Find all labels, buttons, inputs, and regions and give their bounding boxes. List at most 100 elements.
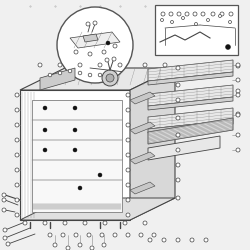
Circle shape <box>162 238 166 242</box>
Circle shape <box>66 246 70 250</box>
Circle shape <box>112 57 116 61</box>
Circle shape <box>102 243 106 247</box>
Circle shape <box>226 44 230 50</box>
Polygon shape <box>40 68 75 90</box>
Circle shape <box>152 233 156 237</box>
Circle shape <box>57 7 133 83</box>
Circle shape <box>126 168 130 172</box>
Circle shape <box>126 123 130 127</box>
Circle shape <box>90 246 94 250</box>
Circle shape <box>148 238 152 242</box>
Circle shape <box>139 233 143 237</box>
Circle shape <box>236 78 240 82</box>
Polygon shape <box>130 122 155 134</box>
Polygon shape <box>148 97 233 110</box>
Circle shape <box>163 63 167 67</box>
Polygon shape <box>148 120 233 133</box>
Circle shape <box>236 64 240 68</box>
Circle shape <box>15 168 19 172</box>
Circle shape <box>2 208 6 212</box>
Circle shape <box>74 50 78 54</box>
Circle shape <box>211 12 215 16</box>
Circle shape <box>236 148 240 152</box>
Circle shape <box>236 93 240 97</box>
Circle shape <box>98 63 102 67</box>
Circle shape <box>206 18 210 22</box>
Circle shape <box>123 221 127 225</box>
Circle shape <box>170 20 173 24</box>
Circle shape <box>126 233 130 237</box>
Circle shape <box>73 106 77 110</box>
Circle shape <box>161 12 165 16</box>
Circle shape <box>100 233 104 237</box>
Circle shape <box>78 71 82 75</box>
Circle shape <box>73 128 77 132</box>
Circle shape <box>86 22 90 26</box>
Circle shape <box>15 93 19 97</box>
Circle shape <box>126 183 130 187</box>
Circle shape <box>43 221 47 225</box>
Polygon shape <box>130 68 175 220</box>
Circle shape <box>102 70 118 86</box>
Circle shape <box>58 63 62 67</box>
Circle shape <box>2 193 6 197</box>
Circle shape <box>126 213 130 217</box>
Circle shape <box>143 63 147 67</box>
Circle shape <box>126 198 130 202</box>
Polygon shape <box>148 85 233 106</box>
Circle shape <box>15 138 19 142</box>
Circle shape <box>118 63 122 67</box>
Circle shape <box>218 14 222 18</box>
Circle shape <box>73 148 77 152</box>
Polygon shape <box>148 108 233 129</box>
Circle shape <box>83 221 87 225</box>
Circle shape <box>190 238 194 242</box>
Circle shape <box>182 16 184 20</box>
Circle shape <box>176 98 180 102</box>
Circle shape <box>143 221 147 225</box>
Circle shape <box>126 138 130 142</box>
Polygon shape <box>20 68 175 90</box>
Polygon shape <box>148 136 220 160</box>
Circle shape <box>126 93 130 97</box>
Polygon shape <box>148 72 233 85</box>
Circle shape <box>236 133 240 137</box>
Circle shape <box>2 198 6 202</box>
Circle shape <box>38 63 42 67</box>
Circle shape <box>43 128 47 132</box>
Circle shape <box>177 12 181 16</box>
Circle shape <box>15 213 19 217</box>
Bar <box>32 100 122 212</box>
Polygon shape <box>148 118 233 144</box>
Circle shape <box>3 228 7 232</box>
Circle shape <box>176 66 180 70</box>
Circle shape <box>74 233 78 237</box>
Circle shape <box>98 173 102 177</box>
Polygon shape <box>130 92 155 104</box>
Circle shape <box>176 238 180 242</box>
Circle shape <box>78 186 82 190</box>
Circle shape <box>236 63 240 67</box>
Circle shape <box>126 153 130 157</box>
Circle shape <box>15 183 19 187</box>
Polygon shape <box>148 60 233 81</box>
Circle shape <box>193 12 197 16</box>
Polygon shape <box>130 152 155 164</box>
Circle shape <box>93 21 97 25</box>
Bar <box>155 5 238 55</box>
Circle shape <box>43 106 47 110</box>
Circle shape <box>15 108 19 112</box>
Circle shape <box>204 238 208 242</box>
Circle shape <box>63 221 67 225</box>
Polygon shape <box>130 182 155 194</box>
Circle shape <box>236 113 240 117</box>
Circle shape <box>106 41 110 45</box>
Circle shape <box>176 148 180 152</box>
Circle shape <box>6 242 10 246</box>
Circle shape <box>87 233 91 237</box>
Circle shape <box>23 221 27 225</box>
Circle shape <box>236 89 240 93</box>
Circle shape <box>43 148 47 152</box>
Circle shape <box>78 63 82 67</box>
Circle shape <box>58 71 62 75</box>
